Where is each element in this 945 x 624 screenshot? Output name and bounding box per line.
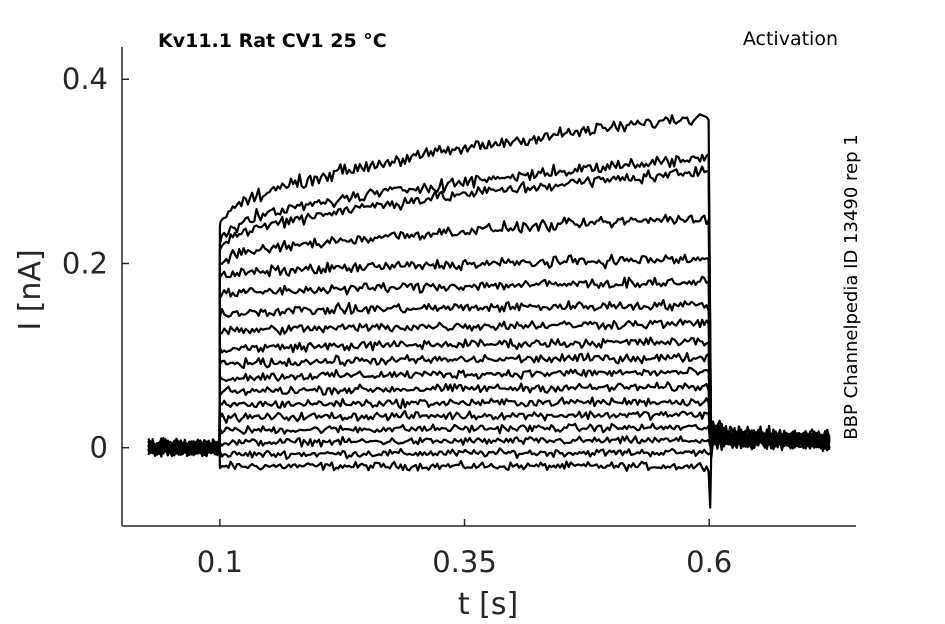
x-axis-label: t [s] — [458, 587, 518, 622]
current-trace-15 — [147, 213, 831, 456]
y-axis-label: I [nA] — [13, 249, 48, 330]
y-tick-label: 0.4 — [62, 62, 108, 96]
y-tick-label: 0 — [90, 431, 108, 465]
y-tick-label: 0.2 — [62, 246, 108, 280]
current-trace-9 — [147, 352, 831, 455]
current-trace-18 — [147, 113, 831, 458]
current-trace-6 — [147, 396, 831, 456]
x-tick-label: 0.1 — [197, 545, 243, 579]
chart-title: Kv11.1 Rat CV1 25 °C — [158, 30, 387, 52]
protocol-label: Activation — [743, 28, 838, 50]
x-tick-label: 0.35 — [432, 545, 497, 579]
y-axis-ticks: 0 0.2 0.4 — [62, 62, 129, 465]
current-trace-1 — [147, 429, 831, 509]
current-trace-7 — [147, 381, 831, 459]
current-trace-10 — [147, 336, 831, 457]
channelpedia-id-label: BBP Channelpedia ID 13490 rep 1 — [841, 134, 862, 439]
x-axis-ticks: 0.1 0.35 0.6 — [197, 519, 732, 579]
x-tick-label: 0.6 — [686, 545, 732, 579]
current-trace-17 — [148, 153, 831, 457]
trace-group — [147, 113, 831, 509]
